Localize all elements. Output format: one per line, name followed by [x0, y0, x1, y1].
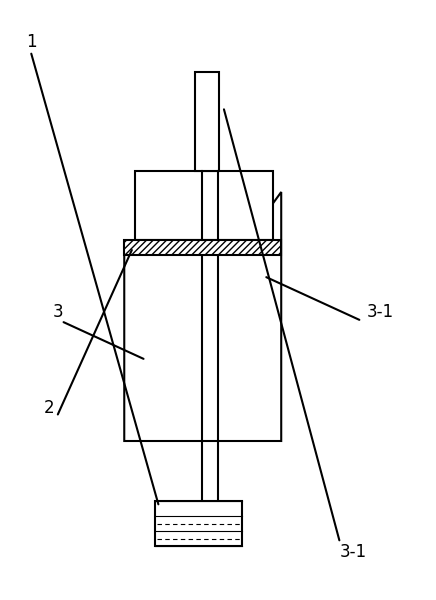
Bar — [155, 501, 242, 546]
Bar — [135, 171, 272, 240]
Bar — [124, 240, 281, 255]
Text: 3-1: 3-1 — [366, 303, 393, 321]
Text: 1: 1 — [26, 33, 37, 51]
Polygon shape — [124, 192, 281, 441]
Bar — [195, 72, 219, 171]
Text: 2: 2 — [44, 399, 54, 417]
Text: 3-1: 3-1 — [340, 543, 367, 561]
Text: 3: 3 — [52, 303, 63, 321]
